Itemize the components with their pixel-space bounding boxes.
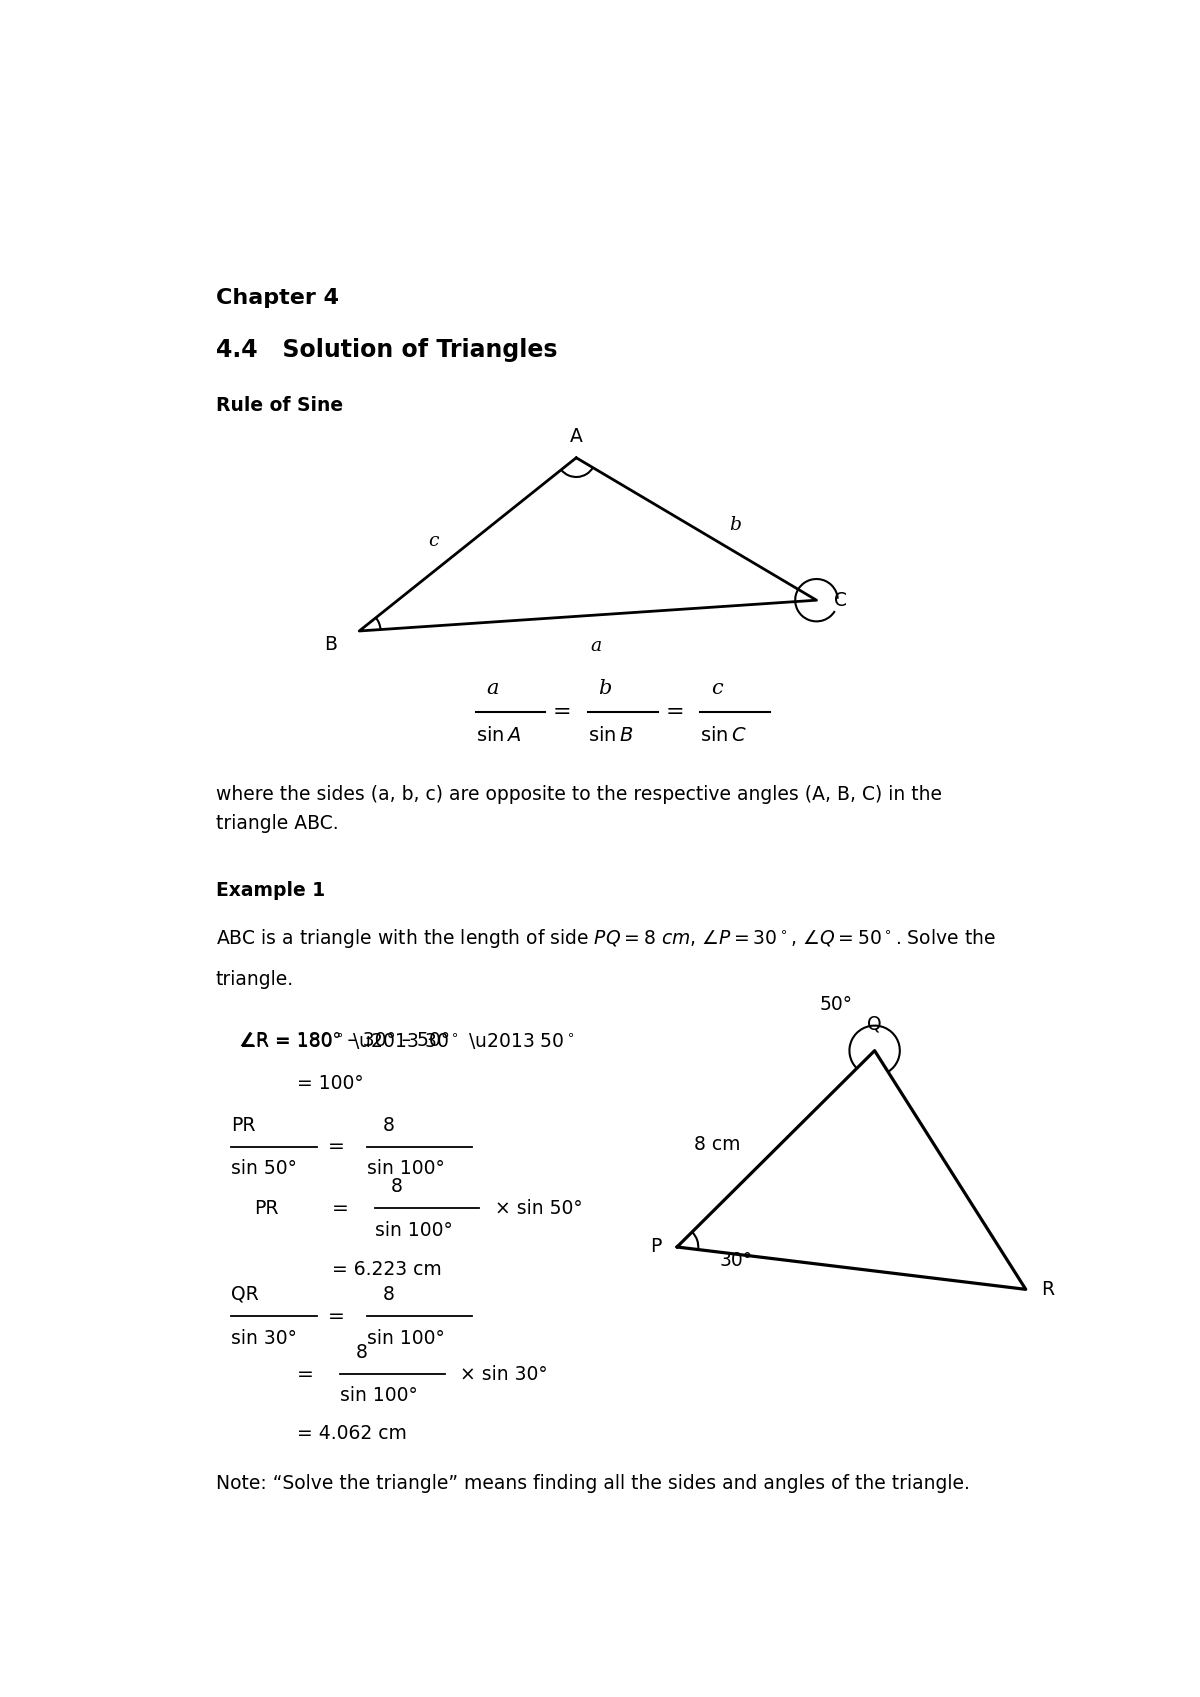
Text: $\sin A$: $\sin A$ [475, 726, 521, 745]
Text: × sin 30°: × sin 30° [460, 1364, 547, 1383]
Text: × sin 50°: × sin 50° [494, 1200, 582, 1218]
Text: =: = [553, 703, 571, 721]
Text: 8: 8 [390, 1178, 402, 1196]
Text: b: b [599, 679, 612, 697]
Text: sin 100°: sin 100° [367, 1329, 445, 1347]
Text: = 6.223 cm: = 6.223 cm [332, 1261, 442, 1280]
Text: = 4.062 cm: = 4.062 cm [298, 1424, 407, 1442]
Text: 8: 8 [383, 1285, 395, 1303]
Text: =: = [329, 1137, 346, 1156]
Text: B: B [324, 635, 337, 653]
Text: =: = [665, 703, 684, 721]
Text: sin 100°: sin 100° [374, 1220, 452, 1241]
Text: 30°: 30° [720, 1251, 752, 1269]
Text: Note: “Solve the triangle” means finding all the sides and angles of the triangl: Note: “Solve the triangle” means finding… [216, 1475, 970, 1493]
Text: sin 30°: sin 30° [232, 1329, 298, 1347]
Text: =: = [329, 1307, 346, 1325]
Text: Chapter 4: Chapter 4 [216, 288, 338, 309]
Text: ∠R = 180° – 30° – 50°: ∠R = 180° – 30° – 50° [239, 1032, 450, 1050]
Text: 50°: 50° [820, 994, 852, 1013]
Text: PR: PR [232, 1115, 256, 1135]
Text: Q: Q [868, 1015, 882, 1033]
Text: ABC is a triangle with the length of side $PQ = 8\ \mathit{cm}$, $\angle P = 30^: ABC is a triangle with the length of sid… [216, 928, 996, 950]
Text: c: c [427, 531, 438, 550]
Text: = 100°: = 100° [298, 1074, 364, 1093]
Text: 8 cm: 8 cm [695, 1135, 740, 1154]
Text: 4.4   Solution of Triangles: 4.4 Solution of Triangles [216, 338, 557, 363]
Text: 8: 8 [383, 1115, 395, 1135]
Text: sin 100°: sin 100° [340, 1386, 418, 1405]
Text: where the sides (a, b, c) are opposite to the respective angles (A, B, C) in the: where the sides (a, b, c) are opposite t… [216, 786, 942, 833]
Text: PR: PR [254, 1200, 280, 1218]
Text: sin 100°: sin 100° [367, 1159, 445, 1178]
Text: Example 1: Example 1 [216, 881, 325, 899]
Text: triangle.: triangle. [216, 969, 294, 989]
Text: Rule of Sine: Rule of Sine [216, 395, 343, 416]
Text: A: A [570, 428, 583, 446]
Text: P: P [650, 1237, 661, 1256]
Text: $\sin C$: $\sin C$ [701, 726, 746, 745]
Text: =: = [332, 1200, 349, 1218]
Text: sin 50°: sin 50° [232, 1159, 298, 1178]
Text: $\angle$R = 180$^\circ$ \u2013 30$^\circ$ \u2013 50$^\circ$: $\angle$R = 180$^\circ$ \u2013 30$^\circ… [239, 1032, 575, 1052]
Text: b: b [728, 516, 740, 535]
Text: QR: QR [232, 1285, 259, 1303]
Text: C: C [834, 591, 846, 609]
Text: a: a [590, 636, 601, 655]
Text: c: c [712, 679, 724, 697]
Text: R: R [1042, 1280, 1055, 1298]
Text: $\sin B$: $\sin B$ [588, 726, 634, 745]
Text: =: = [298, 1364, 314, 1383]
Text: a: a [486, 679, 499, 697]
Text: 8: 8 [355, 1342, 367, 1361]
